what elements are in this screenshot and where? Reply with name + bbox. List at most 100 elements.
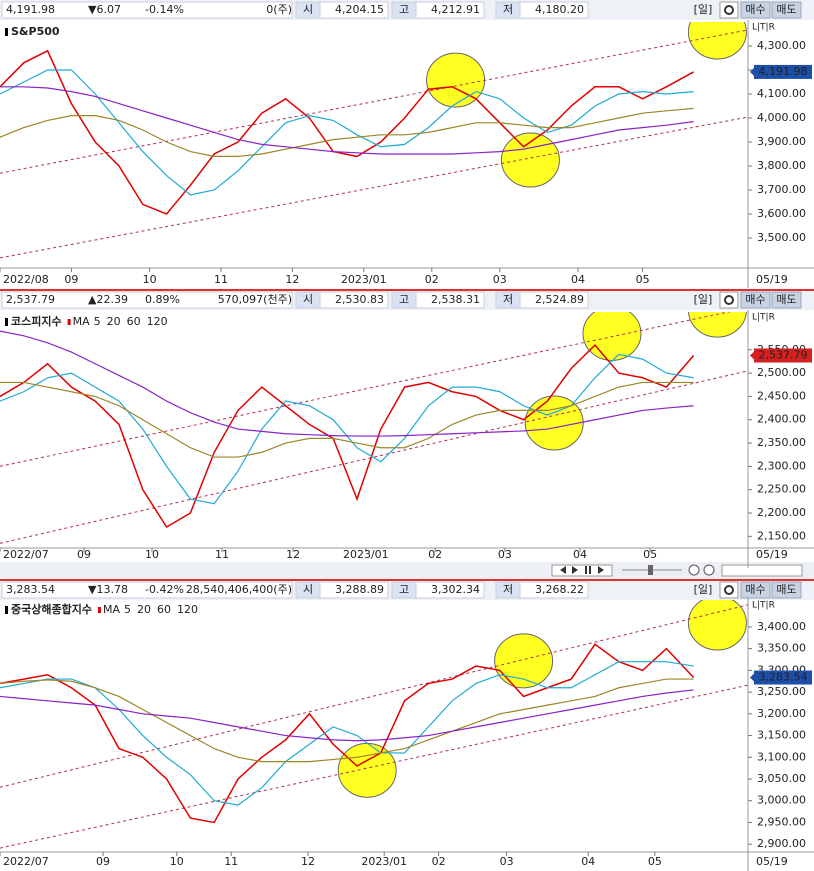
price-tag-label: 3,283.54 <box>759 671 808 684</box>
settings-icon <box>724 5 734 15</box>
price-tag-label: 4,191.98 <box>759 65 808 78</box>
highlight-circle <box>687 312 747 338</box>
legend-entry: 120 <box>177 603 198 616</box>
ma-line <box>0 107 694 157</box>
x-tick-label: 09 <box>77 548 91 561</box>
x-tick-label: 03 <box>493 273 507 286</box>
ma-line <box>0 69 694 196</box>
open-value: 4,204.15 <box>335 3 384 16</box>
price-tag <box>754 64 812 79</box>
header-volume: 570,097(천주) <box>218 292 292 306</box>
title-marker <box>5 318 8 326</box>
y-tick-label: 2,200.00 <box>757 506 806 519</box>
header-change: ▼13.78 <box>88 583 128 596</box>
title-marker <box>5 28 8 36</box>
zoom-out[interactable] <box>688 564 700 576</box>
settings-icon <box>724 585 734 595</box>
period-button[interactable]: [일] <box>694 582 713 596</box>
buy-button[interactable] <box>740 1 771 19</box>
x-tick-label: 11 <box>215 548 229 561</box>
trend-line <box>0 116 748 259</box>
buy-button[interactable] <box>740 291 771 309</box>
x-tick-label: 02 <box>428 548 442 561</box>
x-tick-label: 04 <box>581 855 595 868</box>
x-tick-label: 10 <box>143 273 157 286</box>
highlight-circle <box>494 633 554 689</box>
price-tag <box>754 348 812 363</box>
settings-button[interactable] <box>719 291 739 309</box>
header-change: ▲22.39 <box>88 293 128 306</box>
x-tick-label: 2023/01 <box>361 855 407 868</box>
y-tick-label: 3,600.00 <box>757 207 806 220</box>
y-tick-label: 2,350.00 <box>757 436 806 449</box>
ma-line <box>0 661 694 806</box>
open-cell <box>319 1 389 19</box>
scale-buttons: L|T|R <box>752 23 775 33</box>
x-tick-label: 11 <box>214 273 228 286</box>
x-tick-label: 12 <box>286 548 300 561</box>
plot-area <box>0 312 748 544</box>
legend-entry: 5 <box>94 315 101 328</box>
x-tick-label: 02 <box>432 855 446 868</box>
ma-line <box>0 678 694 763</box>
y-tick-label: 3,200.00 <box>757 707 806 720</box>
open-label: 시 <box>303 583 313 596</box>
open-value: 2,530.83 <box>335 293 384 306</box>
y-tick-label: 3,400.00 <box>757 620 806 633</box>
y-tick-label: 3,500.00 <box>757 231 806 244</box>
x-tick-label: 2023/01 <box>343 548 389 561</box>
x-tick-label: 02 <box>425 273 439 286</box>
sell-button[interactable] <box>771 1 802 19</box>
y-tick-label: 2,500.00 <box>757 366 806 379</box>
chart-title: S&P500 <box>11 25 60 38</box>
y-tick-label: 2,900.00 <box>757 837 806 850</box>
sell-button[interactable] <box>771 291 802 309</box>
x-tick-label: 2022/08 <box>3 273 49 286</box>
title-marker <box>5 606 8 614</box>
plot-area <box>0 600 748 849</box>
nav-buttons[interactable] <box>551 564 613 577</box>
settings-button[interactable] <box>719 581 739 599</box>
high-value: 4,212.91 <box>431 3 480 16</box>
y-tick-label: 3,700.00 <box>757 183 806 196</box>
period-button[interactable]: [일] <box>694 292 713 306</box>
x-tick-label: 04 <box>571 273 585 286</box>
period-button[interactable]: [일] <box>694 2 713 16</box>
legend-entry: 120 <box>147 315 168 328</box>
price-cell <box>1 581 293 599</box>
y-tick-label: 3,900.00 <box>757 135 806 148</box>
x-tick-label: 09 <box>64 273 78 286</box>
legend-entry: 20 <box>137 603 151 616</box>
highlight-circle <box>687 600 747 651</box>
last-date: 05/19 <box>756 548 788 561</box>
y-tick-label: 3,100.00 <box>757 750 806 763</box>
y-tick-label: 2,950.00 <box>757 815 806 828</box>
settings-button[interactable] <box>719 1 739 19</box>
zoom-in[interactable] <box>703 564 715 576</box>
header-price: 3,283.54 <box>6 583 55 596</box>
highlight-circle <box>582 312 642 361</box>
header-price: 4,191.98 <box>6 3 55 16</box>
last-date: 05/19 <box>756 855 788 868</box>
buy-button[interactable] <box>740 581 771 599</box>
tool-buttons[interactable] <box>721 564 803 577</box>
ma-line <box>0 49 694 215</box>
scroll-bar <box>0 562 814 579</box>
x-tick-label: 05 <box>648 855 662 868</box>
y-tick-label: 2,300.00 <box>757 459 806 472</box>
trend-line <box>0 370 748 544</box>
ma-line <box>0 344 695 529</box>
buy-label: 매수 <box>745 293 765 306</box>
header-change: ▼6.07 <box>88 3 121 16</box>
open-cell <box>319 291 389 309</box>
sell-button[interactable] <box>771 581 802 599</box>
chart-title: 중국상해종합지수 <box>11 602 92 616</box>
zoom-thumb[interactable] <box>648 565 653 575</box>
legend-marker <box>97 607 101 613</box>
x-tick-label: 2023/01 <box>341 273 387 286</box>
low-value: 4,180.20 <box>535 3 584 16</box>
ma-line <box>0 353 694 505</box>
sell-label: 매도 <box>776 293 796 306</box>
y-tick-label: 3,800.00 <box>757 159 806 172</box>
low-label: 저 <box>503 293 513 306</box>
